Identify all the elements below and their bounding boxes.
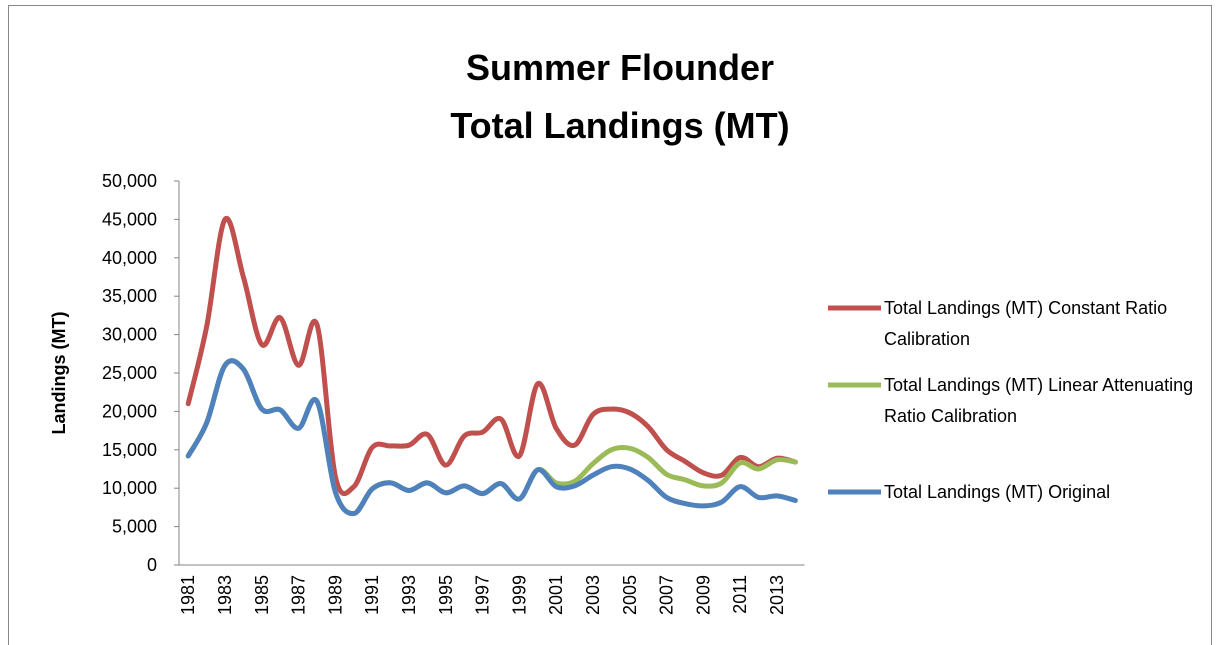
series-line — [185, 358, 798, 517]
legend-label: Total Landings (MT) Original — [884, 482, 1111, 502]
x-tick-label: 1991 — [362, 575, 382, 615]
chart-title: Total Landings (MT) — [450, 105, 789, 146]
x-tick-label: 1993 — [399, 575, 419, 615]
y-tick-label: 35,000 — [102, 286, 157, 306]
y-tick-label: 50,000 — [102, 171, 157, 191]
x-tick-label: 2007 — [657, 575, 677, 615]
x-tick-label: 1985 — [252, 575, 272, 615]
y-tick-label: 5,000 — [112, 517, 157, 537]
y-axis-label: Landings (MT) — [49, 312, 69, 435]
y-tick-label: 25,000 — [102, 363, 157, 383]
chart-title: Summer Flounder — [466, 47, 774, 88]
chart-frame — [8, 5, 1212, 645]
x-tick-label: 2001 — [546, 575, 566, 615]
series-line — [185, 215, 798, 497]
legend-label: Total Landings (MT) Constant Ratio Calib… — [884, 298, 1168, 349]
x-tick-label: 1995 — [436, 575, 456, 615]
y-tick-label: 45,000 — [102, 209, 157, 229]
y-tick-label: 40,000 — [102, 248, 157, 268]
x-tick-label: 1997 — [473, 575, 493, 615]
x-tick-label: 1983 — [215, 575, 235, 615]
x-tick-label: 1999 — [509, 575, 529, 615]
x-tick-label: 1989 — [325, 575, 345, 615]
x-tick-label: 1987 — [289, 575, 309, 615]
x-tick-label: 2013 — [767, 575, 787, 615]
x-tick-label: 1981 — [178, 575, 198, 615]
legend-label: Total Landings (MT) Linear Attenuating R… — [884, 375, 1194, 426]
y-tick-label: 15,000 — [102, 440, 157, 460]
y-tick-label: 0 — [147, 555, 157, 575]
x-tick-label: 2011 — [730, 575, 750, 614]
x-tick-label: 2009 — [693, 575, 713, 615]
y-tick-label: 10,000 — [102, 478, 157, 498]
y-tick-label: 30,000 — [102, 325, 157, 345]
x-tick-label: 2005 — [620, 575, 640, 615]
y-tick-label: 20,000 — [102, 401, 157, 421]
x-tick-label: 2003 — [583, 575, 603, 615]
